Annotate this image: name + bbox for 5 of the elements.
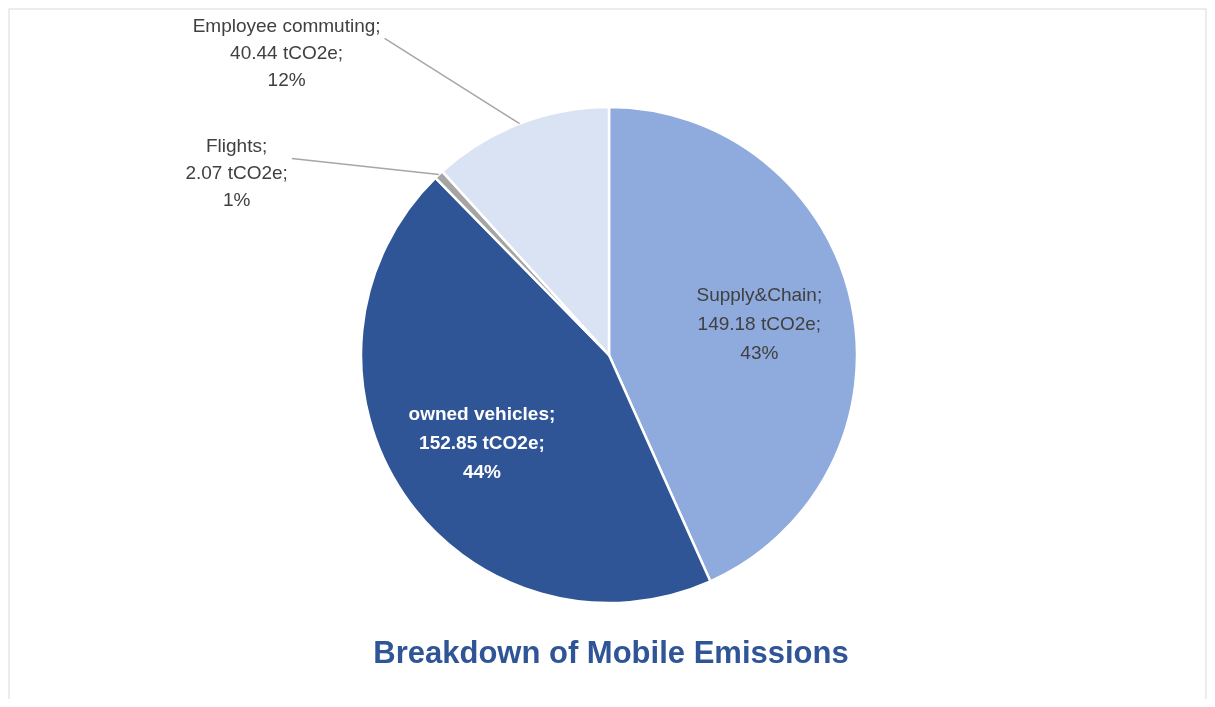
text: Breakdown of Mobile Emissions	[373, 635, 849, 670]
slice-label: Supply&Chain; 149.18 tCO2e; 43%	[696, 283, 823, 363]
slice-label: owned vehicles; 152.85 tCO2e; 44%	[408, 402, 556, 482]
slice-label: Flights; 2.07 tCO2e; 1%	[185, 135, 288, 211]
slice-label: Employee commuting; 40.44 tCO2e; 12%	[192, 15, 381, 91]
